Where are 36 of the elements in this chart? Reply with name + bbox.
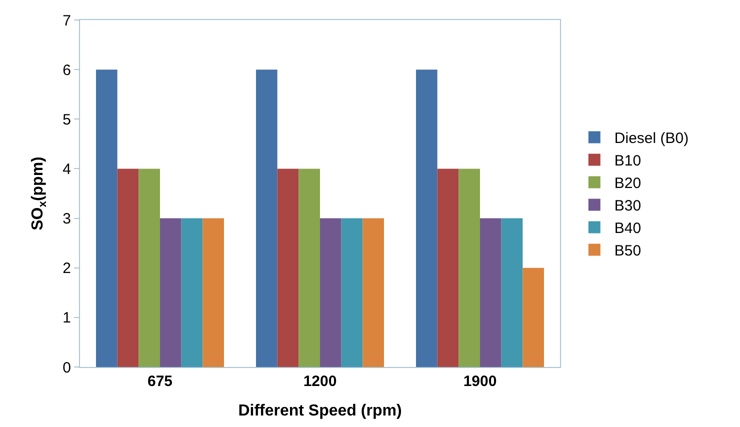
bar: [416, 70, 438, 367]
bar: [256, 70, 278, 367]
x-tick-label: 675: [147, 373, 173, 390]
y-tick-label: 4: [62, 160, 71, 178]
bar: [437, 168, 459, 367]
bar: [362, 218, 384, 367]
y-tick-label: 6: [62, 62, 71, 79]
bar: [96, 70, 118, 367]
legend-label: Diesel (B0): [614, 130, 689, 148]
legend-label: B20: [614, 175, 642, 192]
bar: [522, 268, 544, 367]
legend-label: B40: [614, 220, 642, 238]
y-tick-label: 2: [62, 260, 71, 278]
y-tick-label: 3: [62, 210, 71, 228]
bar: [458, 168, 480, 367]
bar: [160, 218, 182, 367]
x-tick-label: 1200: [303, 373, 337, 390]
y-tick-label: 0: [62, 359, 71, 376]
bar: [480, 218, 502, 367]
y-tick-label: 1: [62, 310, 71, 327]
legend-label: B10: [614, 152, 642, 170]
bar: [277, 168, 299, 367]
legend-label: B50: [614, 242, 642, 260]
x-tick-label: 1900: [463, 373, 497, 390]
legend-label: B30: [614, 198, 642, 215]
y-tick-label: 7: [62, 12, 71, 30]
x-axis-title: Different Speed (rpm): [238, 402, 402, 420]
bar: [202, 218, 224, 367]
bar: [320, 218, 342, 367]
bar: [138, 168, 160, 367]
bar: [117, 168, 139, 367]
bar: [341, 218, 363, 367]
y-tick-label: 5: [62, 111, 71, 128]
bar: [298, 168, 320, 367]
bar: [501, 218, 523, 367]
bar: [181, 218, 203, 367]
